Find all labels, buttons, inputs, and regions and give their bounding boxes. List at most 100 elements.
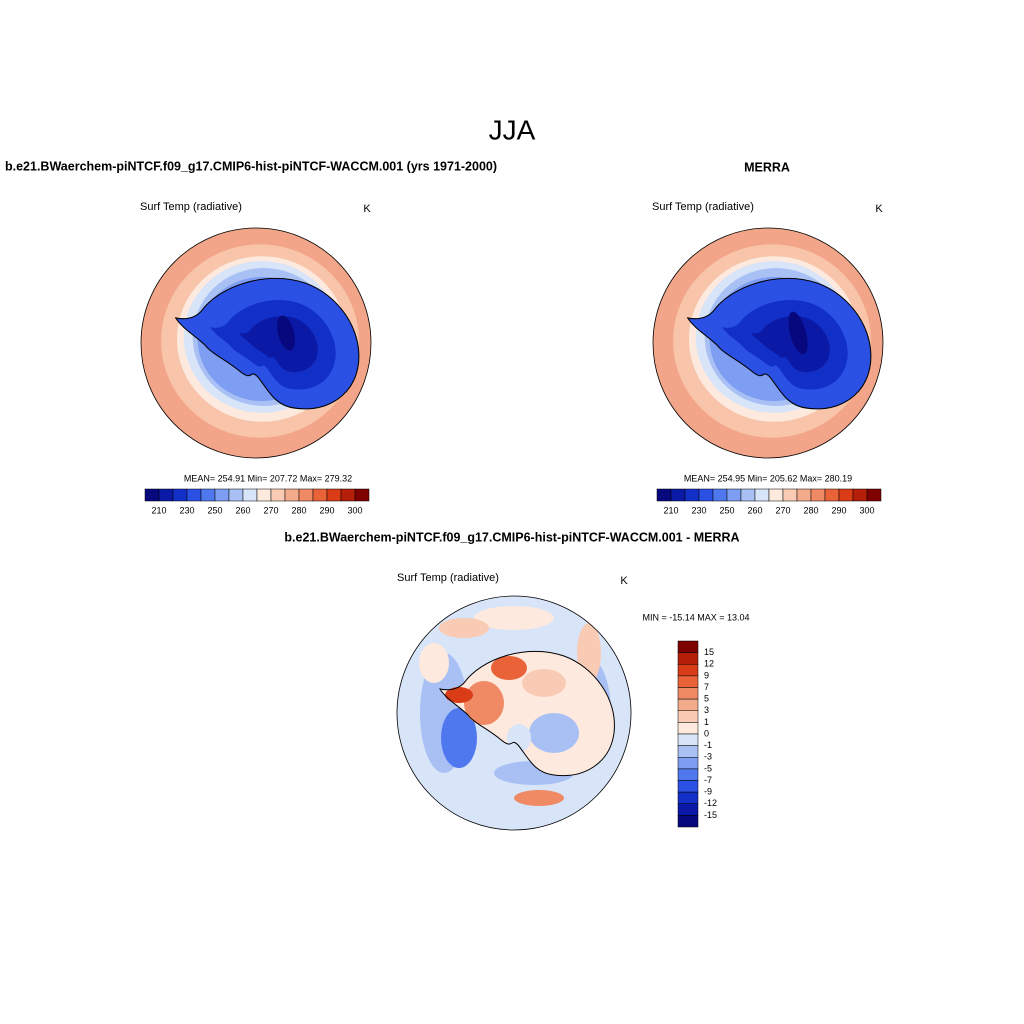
colorbar-label: 250 (719, 505, 734, 515)
colorbar-box (186, 488, 202, 502)
colorbar-label: 260 (747, 505, 762, 515)
map-region (445, 687, 473, 703)
map (397, 596, 631, 830)
colorbar-box (852, 488, 868, 502)
colorbar-box (866, 488, 882, 502)
colorbar-label: 0 (704, 728, 709, 738)
colorbar-label: 5 (704, 694, 709, 704)
colorbar-label: 280 (291, 505, 306, 515)
colorbar-box (256, 488, 272, 502)
colorbar-box (810, 488, 826, 502)
colorbar-label: -9 (704, 787, 712, 797)
colorbar-label: 250 (207, 505, 222, 515)
colorbar-label: -1 (704, 740, 712, 750)
colorbar-box (677, 640, 699, 653)
stats-label: MEAN= 254.95 Min= 205.62 Max= 280.19 (684, 473, 852, 483)
colorbar-box (354, 488, 370, 502)
colorbar-box (172, 488, 188, 502)
colorbar-label: 300 (859, 505, 874, 515)
colorbar-box (740, 488, 756, 502)
colorbar-box (677, 768, 699, 781)
map-region (788, 311, 808, 355)
colorbar-box (677, 757, 699, 770)
colorbar-label: 1 (704, 717, 709, 727)
colorbar-box (677, 675, 699, 688)
panel-title: b.e21.BWaerchem-piNTCF.f09_g17.CMIP6-his… (284, 530, 739, 544)
colorbar-box (228, 488, 244, 502)
units-label: K (620, 575, 628, 587)
panel-title: MERRA (744, 160, 790, 174)
map-border (140, 227, 372, 459)
variable-label: Surf Temp (radiative) (140, 201, 242, 213)
panel-title: b.e21.BWaerchem-piNTCF.f09_g17.CMIP6-his… (5, 159, 497, 173)
colorbar-label: 15 (704, 647, 714, 657)
colorbar-box (656, 488, 672, 502)
colorbar-label: 300 (347, 505, 362, 515)
colorbar-box (677, 815, 699, 828)
map (141, 228, 371, 458)
colorbar-box (698, 488, 714, 502)
colorbar-box (326, 488, 342, 502)
figure-title: JJA (489, 114, 536, 145)
colorbar-box (284, 488, 300, 502)
colorbar-label: 210 (151, 505, 166, 515)
map-region (464, 681, 504, 725)
map-region (239, 316, 318, 373)
map-region (419, 643, 449, 683)
map-border (652, 227, 884, 459)
colorbar-box (242, 488, 258, 502)
colorbar-box (670, 488, 686, 502)
coastline (686, 277, 872, 410)
colorbar-label: 270 (263, 505, 278, 515)
colorbar-label: -12 (704, 798, 717, 808)
colorbar-box (677, 710, 699, 723)
colorbar-box (677, 745, 699, 758)
stats-label: MIN = -15.14 MAX = 13.04 (642, 612, 749, 622)
map (653, 228, 883, 458)
colorbar-box (824, 488, 840, 502)
variable-label: Surf Temp (radiative) (397, 572, 499, 584)
colorbar-box (726, 488, 742, 502)
colorbar-box (677, 803, 699, 816)
colorbar-label: 210 (663, 505, 678, 515)
colorbar-box (677, 780, 699, 793)
colorbar-box (796, 488, 812, 502)
map-region (529, 713, 579, 753)
colorbar-box (838, 488, 854, 502)
colorbar-label: 280 (803, 505, 818, 515)
map-region (522, 669, 566, 697)
colorbar-box (677, 791, 699, 804)
colorbar-box (298, 488, 314, 502)
colorbar-box (200, 488, 216, 502)
coastline (438, 650, 615, 777)
coastline (174, 277, 360, 410)
map-region (507, 724, 531, 752)
colorbar-box (270, 488, 286, 502)
stats-label: MEAN= 254.91 Min= 207.72 Max= 279.32 (184, 473, 352, 483)
colorbar-box (312, 488, 328, 502)
map-region (514, 790, 564, 806)
colorbar-label: 230 (691, 505, 706, 515)
colorbar-box (340, 488, 356, 502)
colorbar-box (677, 733, 699, 746)
variable-label: Surf Temp (radiative) (652, 201, 754, 213)
colorbar-label: 290 (319, 505, 334, 515)
colorbar-box (214, 488, 230, 502)
map-region (439, 618, 489, 638)
colorbar-label: 290 (831, 505, 846, 515)
map-border (396, 595, 632, 831)
colorbar-box (684, 488, 700, 502)
colorbar-label: 260 (235, 505, 250, 515)
colorbar-label: 230 (179, 505, 194, 515)
colorbar-label: 270 (775, 505, 790, 515)
colorbar-label: -7 (704, 775, 712, 785)
colorbar-box (677, 687, 699, 700)
colorbar-label: 3 (704, 705, 709, 715)
map-region (276, 315, 296, 351)
colorbar-label: -15 (704, 810, 717, 820)
map-region (491, 656, 527, 680)
colorbar-label: 9 (704, 670, 709, 680)
colorbar-box (712, 488, 728, 502)
colorbar-box (144, 488, 160, 502)
